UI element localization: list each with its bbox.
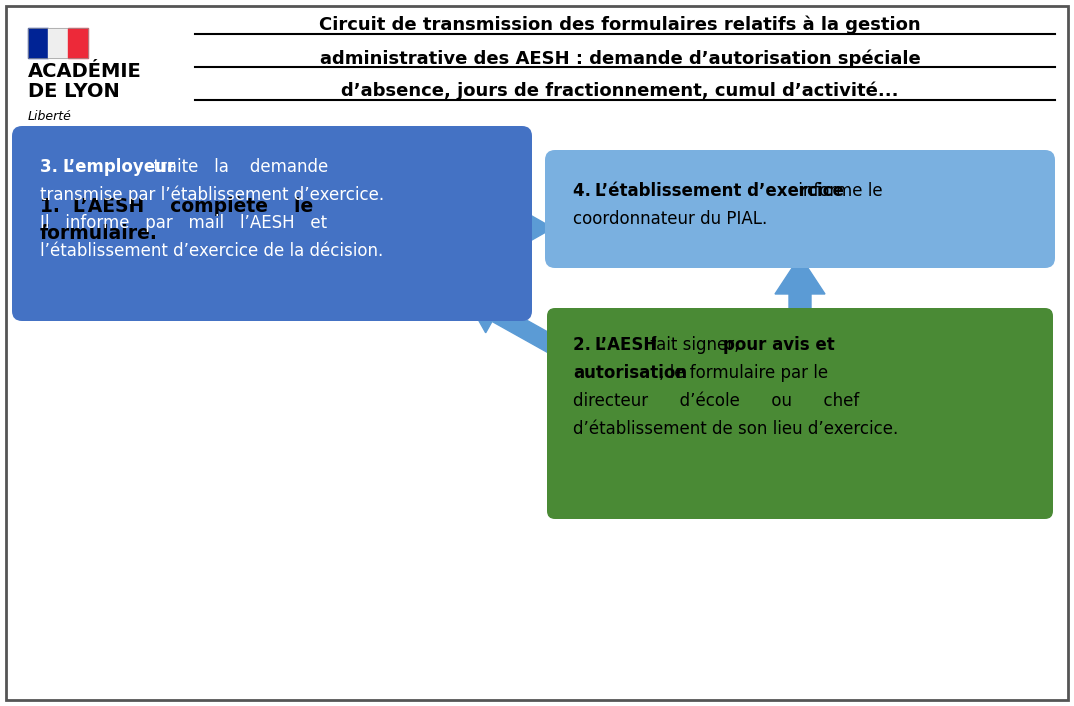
Text: ACADÉMIE: ACADÉMIE: [28, 62, 142, 81]
FancyBboxPatch shape: [14, 170, 325, 284]
Text: fait signer,: fait signer,: [645, 336, 744, 354]
Text: L’AESH: L’AESH: [595, 336, 658, 354]
Text: d’absence, jours de fractionnement, cumul d’activité...: d’absence, jours de fractionnement, cumu…: [342, 82, 899, 100]
Text: Liberté
Égalité
Fraternité: Liberté Égalité Fraternité: [28, 110, 90, 165]
FancyBboxPatch shape: [545, 150, 1055, 268]
Bar: [48, 28, 68, 58]
Text: informe le: informe le: [793, 182, 883, 200]
Text: traite   la    demande: traite la demande: [143, 158, 329, 176]
Text: autorisation: autorisation: [574, 364, 687, 382]
Text: 2.: 2.: [574, 336, 599, 354]
Text: d’établissement de son lieu d’exercice.: d’établissement de son lieu d’exercice.: [574, 420, 898, 438]
Bar: [28, 28, 88, 58]
Text: L’employeur: L’employeur: [62, 158, 175, 176]
Text: , le formulaire par le: , le formulaire par le: [659, 364, 828, 382]
Text: 1.  L’AESH    complète    le: 1. L’AESH complète le: [40, 196, 314, 216]
Text: administrative des AESH : demande d’autorisation spéciale: administrative des AESH : demande d’auto…: [320, 49, 920, 68]
Text: 3.: 3.: [40, 158, 67, 176]
Text: L’établissement d’exercice: L’établissement d’exercice: [595, 182, 844, 200]
Text: pour avis et: pour avis et: [723, 336, 834, 354]
Text: l’établissement d’exercice de la décision.: l’établissement d’exercice de la décisio…: [40, 242, 383, 260]
Text: directeur      d’école      ou      chef: directeur d’école ou chef: [574, 392, 859, 410]
Text: transmise par l’établissement d’exercice.: transmise par l’établissement d’exercice…: [40, 186, 384, 205]
Text: formulaire.: formulaire.: [40, 224, 158, 243]
Text: 4.: 4.: [574, 182, 599, 200]
Bar: [28, 28, 48, 58]
Text: Il   informe   par   mail   l’AESH   et: Il informe par mail l’AESH et: [40, 214, 328, 232]
FancyArrow shape: [465, 294, 563, 356]
FancyBboxPatch shape: [12, 126, 532, 321]
FancyArrow shape: [775, 256, 825, 316]
Text: DE LYON: DE LYON: [28, 82, 119, 101]
Bar: [68, 28, 88, 58]
FancyBboxPatch shape: [6, 6, 1068, 700]
FancyArrow shape: [322, 203, 553, 253]
Text: coordonnateur du PIAL.: coordonnateur du PIAL.: [574, 210, 767, 228]
FancyBboxPatch shape: [547, 308, 1053, 519]
Text: Circuit de transmission des formulaires relatifs à la gestion: Circuit de transmission des formulaires …: [319, 16, 920, 35]
